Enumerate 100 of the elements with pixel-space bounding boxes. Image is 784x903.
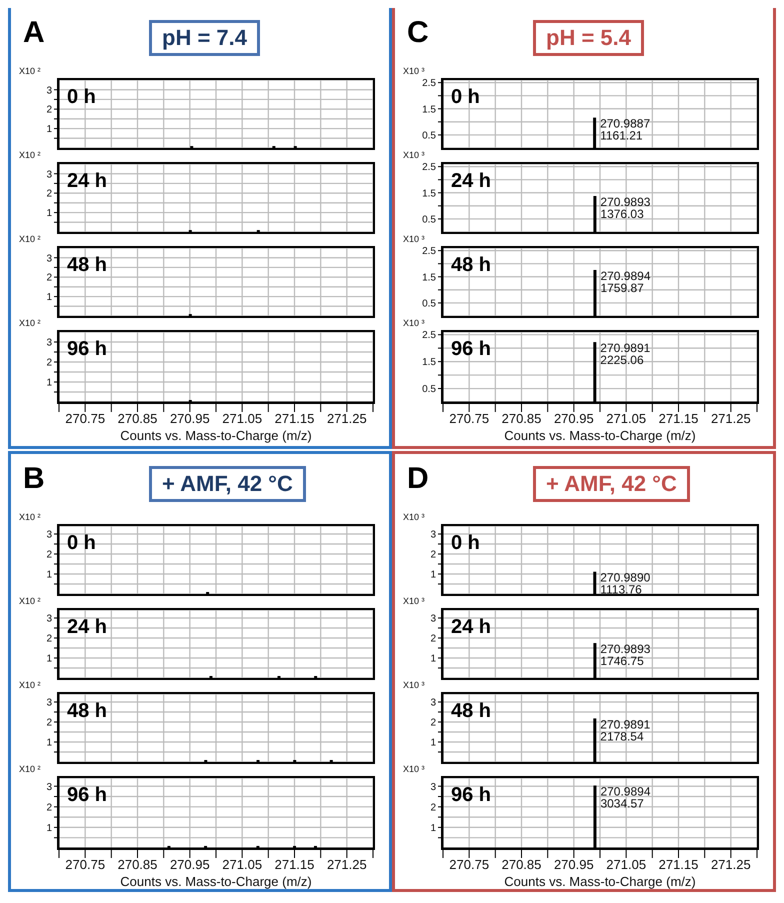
y-tick-label: 1: [46, 738, 52, 749]
y-tick-label: 2: [430, 718, 436, 729]
x-tick-label: 270.75: [449, 857, 490, 872]
y-tick-label: 3: [46, 530, 52, 541]
annotation: 24 h: [451, 170, 492, 193]
annotation: 270.9894: [600, 784, 651, 799]
y-tick-label: 1: [46, 822, 52, 834]
annotation: 0 h: [451, 86, 480, 109]
x-tick-label: 271.15: [658, 857, 698, 872]
x-tick-label: 270.75: [449, 411, 490, 426]
y-tick-label: 2.5: [422, 246, 436, 258]
y-axis-title: X10 ³: [403, 512, 425, 522]
y-tick-label: 3: [46, 169, 52, 180]
x-tick-label: 271.25: [326, 411, 367, 426]
y-tick-label: 2: [46, 634, 52, 645]
y-axis-title: X10 ³: [403, 234, 425, 244]
y-tick-label: 1.5: [422, 104, 436, 116]
x-tick-label: 271.25: [326, 857, 367, 872]
y-tick-label: 2: [46, 104, 52, 116]
y-tick-label: 2: [430, 802, 436, 814]
x-tick-label: 271.05: [222, 857, 262, 872]
y-tick-label: 3: [430, 698, 436, 709]
y-tick-label: 1.5: [422, 272, 436, 284]
y-tick-label: 3: [46, 253, 52, 264]
annotation: 0 h: [451, 532, 480, 555]
annotation: 270.9891: [600, 341, 651, 356]
y-axis-title: X10 ³: [403, 680, 425, 690]
x-tick-label: 270.75: [65, 857, 106, 872]
y-axis-title: X10 ³: [403, 318, 425, 328]
x-tick-label: 270.95: [554, 411, 594, 426]
y-tick-label: 1: [430, 654, 436, 665]
y-axis-title: X10 ²: [19, 680, 41, 690]
y-tick-label: 0.5: [422, 384, 436, 396]
annotation: 96 h: [451, 338, 492, 361]
annotation: 96 h: [67, 338, 108, 361]
text: A: [23, 16, 45, 50]
y-tick-label: 3: [46, 85, 52, 96]
y-tick-label: 2.5: [422, 162, 436, 174]
y-tick-label: 1.5: [422, 188, 436, 200]
y-tick-label: 3: [46, 782, 52, 793]
y-tick-label: 2: [46, 550, 52, 561]
x-axis-title: Counts vs. Mass-to-Charge (m/z): [119, 428, 313, 443]
annotation: 2178.54: [600, 729, 644, 744]
x-tick-label: 270.95: [170, 857, 210, 872]
y-tick-label: 3: [430, 530, 436, 541]
annotation: 48 h: [67, 700, 108, 723]
annotation: 270.9893: [600, 195, 651, 210]
y-tick-label: 2: [46, 188, 52, 200]
y-tick-label: 1: [430, 738, 436, 749]
y-tick-label: 2: [46, 718, 52, 729]
y-tick-label: 1: [430, 570, 436, 581]
y-tick-label: 3: [46, 338, 52, 349]
y-tick-label: 1: [46, 124, 52, 136]
annotation: 0 h: [67, 86, 96, 109]
y-axis-title: X10 ³: [403, 596, 425, 606]
y-tick-label: 2.5: [422, 330, 436, 342]
annotation: 270.9894: [600, 268, 651, 283]
x-tick-label: 270.95: [554, 857, 594, 872]
text: C: [407, 16, 429, 50]
y-tick-label: 3: [46, 614, 52, 625]
y-tick-label: 0.5: [422, 130, 436, 142]
y-tick-label: 2.5: [422, 78, 436, 90]
x-tick-label: 271.25: [710, 411, 751, 426]
y-tick-label: 2: [46, 272, 52, 284]
x-tick-label: 270.75: [65, 411, 106, 426]
y-axis-title: X10 ²: [19, 596, 41, 606]
y-axis-title: X10 ³: [403, 150, 425, 160]
y-tick-label: 3: [430, 782, 436, 793]
chart-title: + AMF, 42 °C: [149, 466, 306, 502]
y-axis-title: X10 ²: [19, 150, 41, 160]
annotation: 96 h: [67, 784, 108, 807]
x-axis-title: Counts vs. Mass-to-Charge (m/z): [503, 874, 697, 889]
x-tick-label: 270.85: [502, 411, 542, 426]
y-axis-title: X10 ³: [403, 66, 425, 76]
y-axis-title: X10 ³: [403, 764, 425, 774]
annotation: 270.9887: [600, 116, 650, 131]
y-tick-label: 2: [430, 634, 436, 645]
x-tick-label: 270.85: [118, 857, 158, 872]
annotation: 0 h: [67, 532, 96, 555]
y-tick-label: 1: [46, 208, 52, 220]
x-tick-label: 271.15: [274, 411, 314, 426]
annotation: 1376.03: [600, 207, 644, 222]
annotation: 48 h: [451, 700, 492, 723]
y-axis-title: X10 ²: [19, 512, 41, 522]
annotation: 270.9890: [600, 570, 651, 585]
y-tick-label: 1.5: [422, 357, 436, 368]
chart-title: + AMF, 42 °C: [533, 466, 690, 502]
y-tick-label: 3: [430, 614, 436, 625]
annotation: 1161.21: [600, 128, 643, 143]
annotation: 1746.75: [600, 654, 644, 668]
annotation: 3034.57: [600, 796, 644, 811]
x-axis-title: Counts vs. Mass-to-Charge (m/z): [503, 428, 697, 443]
y-tick-label: 0.5: [422, 298, 436, 310]
y-tick-label: 3: [46, 698, 52, 709]
y-tick-label: 1: [46, 570, 52, 581]
x-axis-title: Counts vs. Mass-to-Charge (m/z): [119, 874, 313, 889]
annotation: 24 h: [451, 616, 492, 639]
annotation: 24 h: [67, 616, 108, 639]
x-tick-label: 271.05: [606, 857, 646, 872]
x-tick-label: 270.85: [502, 857, 542, 872]
